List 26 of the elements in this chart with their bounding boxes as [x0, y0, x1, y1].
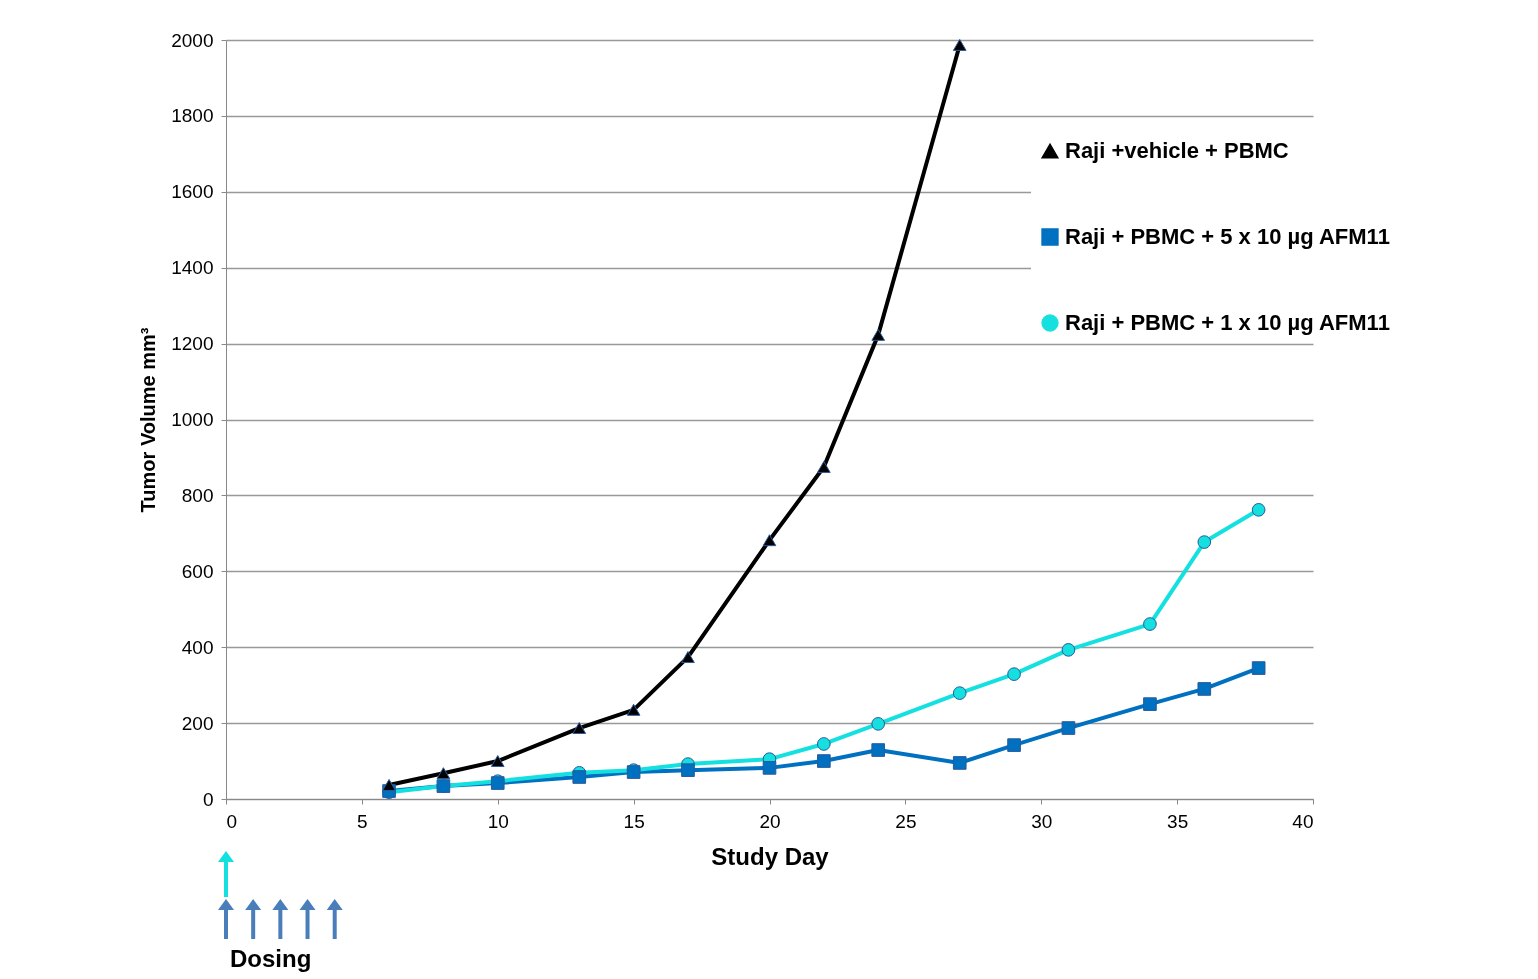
x-tick-label: 20: [759, 810, 781, 832]
text: Dosing: [230, 945, 312, 973]
y-tick-label: 1200: [171, 333, 214, 355]
legend-label: Raji + PBMC + 1 x 10 µg AFM11: [1065, 310, 1390, 335]
x-tick-label: 30: [1031, 810, 1053, 832]
x-tick-label: 5: [357, 810, 368, 832]
y-tick-label: 1400: [171, 257, 214, 279]
y-tick-label: 0: [202, 788, 214, 810]
y-tick-label: 2000: [171, 29, 214, 51]
y-tick-label: 1000: [171, 409, 214, 430]
x-tick-label: 15: [623, 810, 645, 832]
x-tick-label: 35: [1167, 810, 1189, 832]
x-tick-label: 0: [226, 810, 238, 832]
legend-label: Raji +vehicle + PBMC: [1065, 138, 1289, 163]
x-tick-label: 40: [1292, 810, 1314, 832]
legend-label: Raji + PBMC + 5 x 10 µg AFM11: [1065, 224, 1390, 249]
x-tick-label: 10: [487, 810, 509, 832]
y-tick-label: 800: [181, 484, 214, 506]
x-axis-title: Study Day: [711, 842, 830, 870]
y-tick-label: 1600: [171, 181, 214, 203]
y-axis-title: Tumor Volume mm³: [137, 327, 160, 513]
y-tick-label: 600: [181, 560, 214, 582]
y-tick-label: 1800: [171, 105, 214, 127]
y-tick-label: 200: [181, 712, 214, 734]
x-tick-label: 25: [895, 810, 917, 832]
y-tick-label: 400: [181, 636, 214, 658]
